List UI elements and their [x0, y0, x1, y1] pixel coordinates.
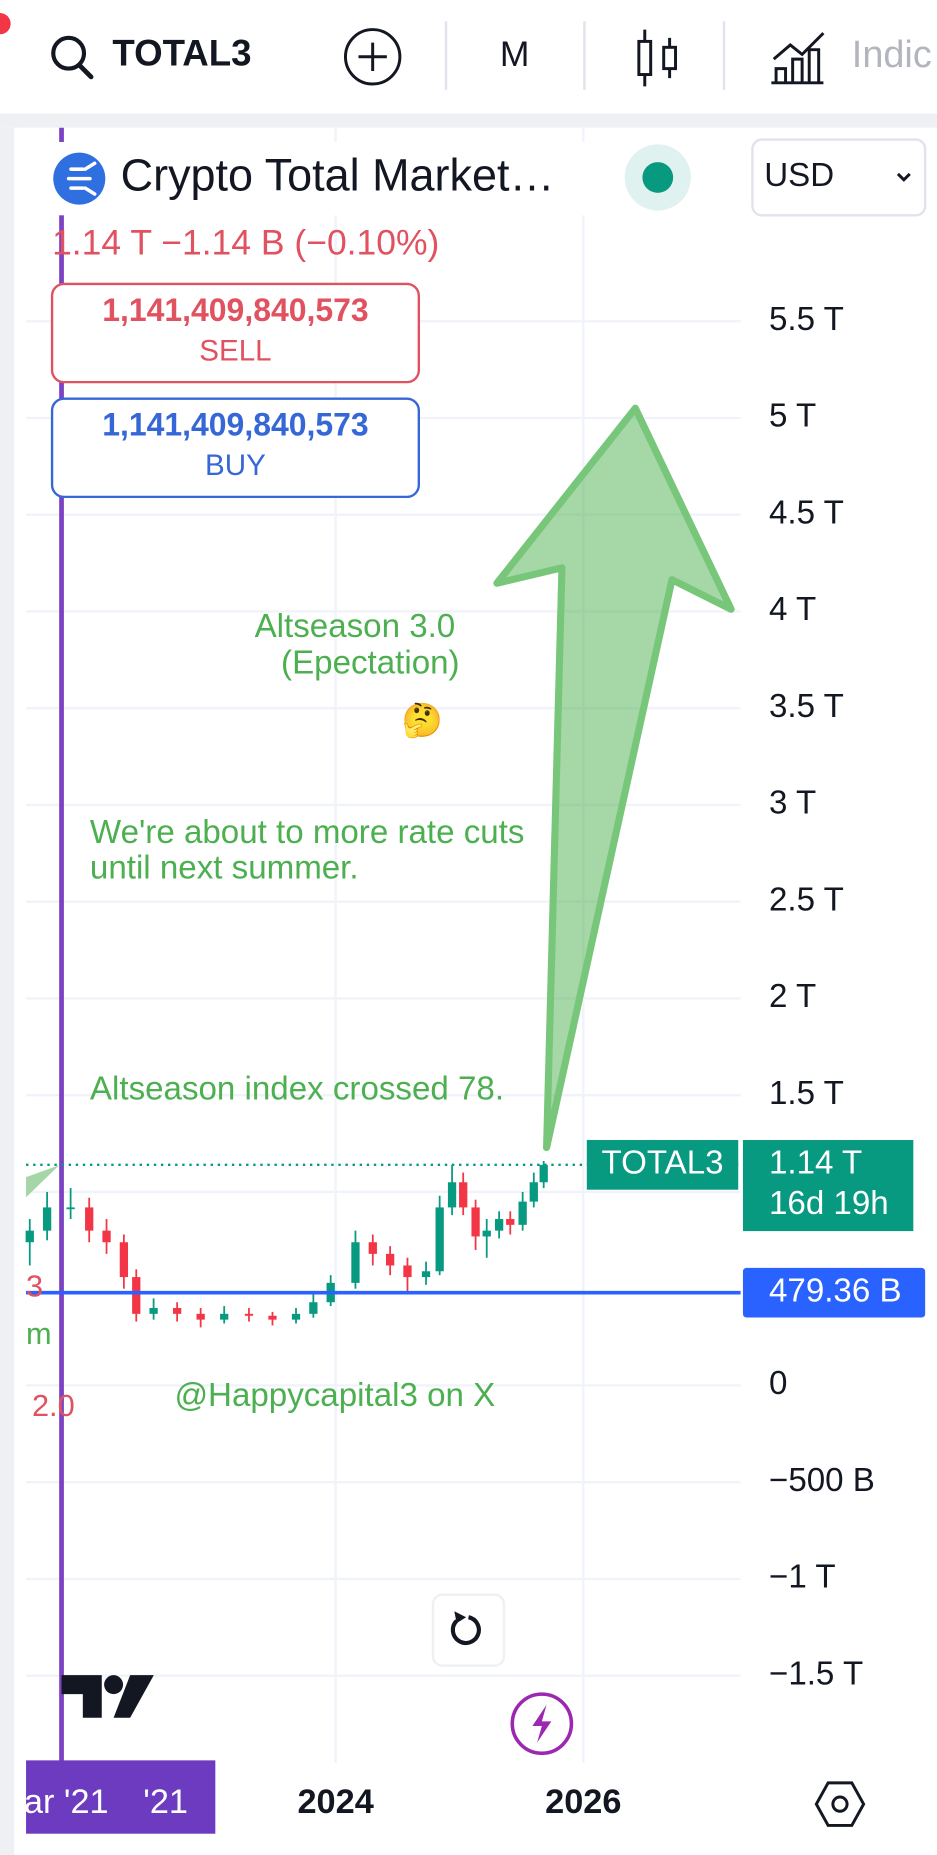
separator — [0, 113, 937, 128]
annotation: Altseason index crossed 78. — [90, 1071, 504, 1108]
chart-type-button[interactable] — [637, 29, 678, 87]
candle-body — [102, 1230, 111, 1243]
series-label-box — [586, 1140, 739, 1190]
y-tick-label: 2 T — [769, 978, 816, 1015]
candle-body — [42, 1207, 52, 1231]
y-tick-label: 5.5 T — [769, 301, 844, 338]
reset-button[interactable] — [431, 1593, 506, 1667]
candle-body — [244, 1313, 254, 1316]
status-dot — [642, 162, 674, 193]
price-label-box — [742, 1140, 914, 1232]
candle-body — [518, 1201, 527, 1225]
sell-label[interactable]: SELL — [199, 334, 271, 367]
candle-body — [482, 1230, 491, 1237]
cut-text: 3 — [26, 1268, 43, 1303]
candle-body — [529, 1182, 538, 1202]
candle-body — [149, 1308, 158, 1314]
sell-price[interactable]: 1,141,409,840,573 — [102, 292, 368, 328]
price-label: 1.14 T — [769, 1145, 862, 1182]
legend-backdrop — [26, 141, 594, 216]
candle-body — [403, 1265, 412, 1278]
symbol-title[interactable]: Crypto Total Market… — [121, 150, 555, 201]
candle-body — [435, 1207, 444, 1272]
candle-body — [268, 1315, 277, 1320]
indicators-button[interactable]: Indic — [771, 32, 932, 85]
lightning-button[interactable] — [510, 1692, 574, 1756]
candle-body — [471, 1207, 480, 1237]
candle-body — [172, 1308, 182, 1314]
y-tick-label: −1.5 T — [769, 1655, 863, 1692]
y-tick-label: 2.5 T — [769, 881, 844, 918]
interval-button[interactable]: M — [500, 34, 530, 74]
annotation: Altseason 3.0 — [255, 608, 456, 645]
settings-button[interactable] — [814, 1781, 866, 1827]
candle-body — [351, 1242, 360, 1283]
candle-body — [66, 1207, 75, 1210]
annotation: until next summer. — [90, 849, 359, 886]
y-tick-label: 3 T — [769, 785, 816, 822]
series-label: TOTAL3 — [601, 1145, 723, 1182]
x-tick-label: 2024 — [297, 1783, 373, 1821]
buy-label[interactable]: BUY — [205, 449, 266, 482]
y-tick-label: −1 T — [769, 1559, 836, 1596]
cut-text: 2.0 — [32, 1388, 75, 1423]
y-tick-label: 3.5 T — [769, 688, 844, 725]
arrow-drawing — [493, 404, 735, 1152]
candle-body — [459, 1182, 468, 1208]
emoji: 🤔 — [402, 703, 443, 740]
tradingview-logo — [61, 1675, 154, 1718]
buy-button[interactable]: 1,141,409,840,573 BUY — [50, 397, 420, 499]
plot — [25, 1160, 741, 1328]
candle-body — [196, 1313, 205, 1320]
candle-body — [309, 1302, 318, 1314]
range-box — [26, 1760, 216, 1834]
candle-body — [447, 1182, 457, 1208]
line-label-box — [742, 1267, 926, 1318]
candle-body — [132, 1277, 141, 1314]
price-change: 1.14 T −1.14 B (−0.10%) — [52, 222, 439, 262]
candle-body — [421, 1271, 431, 1278]
currency[interactable]: USD — [764, 157, 834, 194]
y-tick-label: 0 — [769, 1365, 787, 1402]
left-edge — [0, 127, 15, 1855]
symbol[interactable]: TOTAL3 — [112, 32, 251, 73]
range-label: ar '21 — [24, 1783, 109, 1821]
cut-text: m — [26, 1316, 52, 1351]
y-tick-label: 5 T — [769, 398, 816, 435]
currency-selector[interactable]: USD — [751, 138, 927, 217]
annotation: (Epectation) — [281, 645, 460, 682]
candle-body — [85, 1207, 94, 1231]
candle-body — [506, 1219, 515, 1225]
candle-body — [494, 1219, 504, 1231]
x-tick-label: 2026 — [545, 1783, 621, 1821]
y-tick-label: 1.5 T — [769, 1075, 844, 1112]
indicators-label[interactable]: Indic — [852, 34, 932, 76]
sell-button[interactable]: 1,141,409,840,573 SELL — [50, 282, 420, 384]
candle-body — [25, 1230, 34, 1243]
candle-body — [385, 1253, 395, 1266]
candle-body — [291, 1313, 301, 1320]
candle-body — [368, 1242, 377, 1254]
y-tick-label: −500 B — [769, 1462, 875, 1499]
range-label: '21 — [143, 1783, 188, 1821]
candle-body — [539, 1164, 548, 1183]
buy-price[interactable]: 1,141,409,840,573 — [102, 407, 368, 443]
countdown: 16d 19h — [769, 1185, 889, 1222]
line-label: 479.36 B — [769, 1272, 902, 1309]
y-tick-label: 4 T — [769, 591, 816, 628]
y-tick-label: 4.5 T — [769, 494, 844, 531]
search-button[interactable]: TOTAL3 — [51, 32, 252, 80]
add-symbol-button[interactable] — [343, 28, 402, 86]
notification-dot — [0, 13, 11, 35]
toolbar — [0, 0, 937, 114]
annotation: @Happycapital3 on X — [174, 1377, 495, 1414]
candle-body — [220, 1313, 229, 1320]
annotation: We're about to more rate cuts — [90, 814, 525, 851]
candle-body — [119, 1242, 129, 1278]
